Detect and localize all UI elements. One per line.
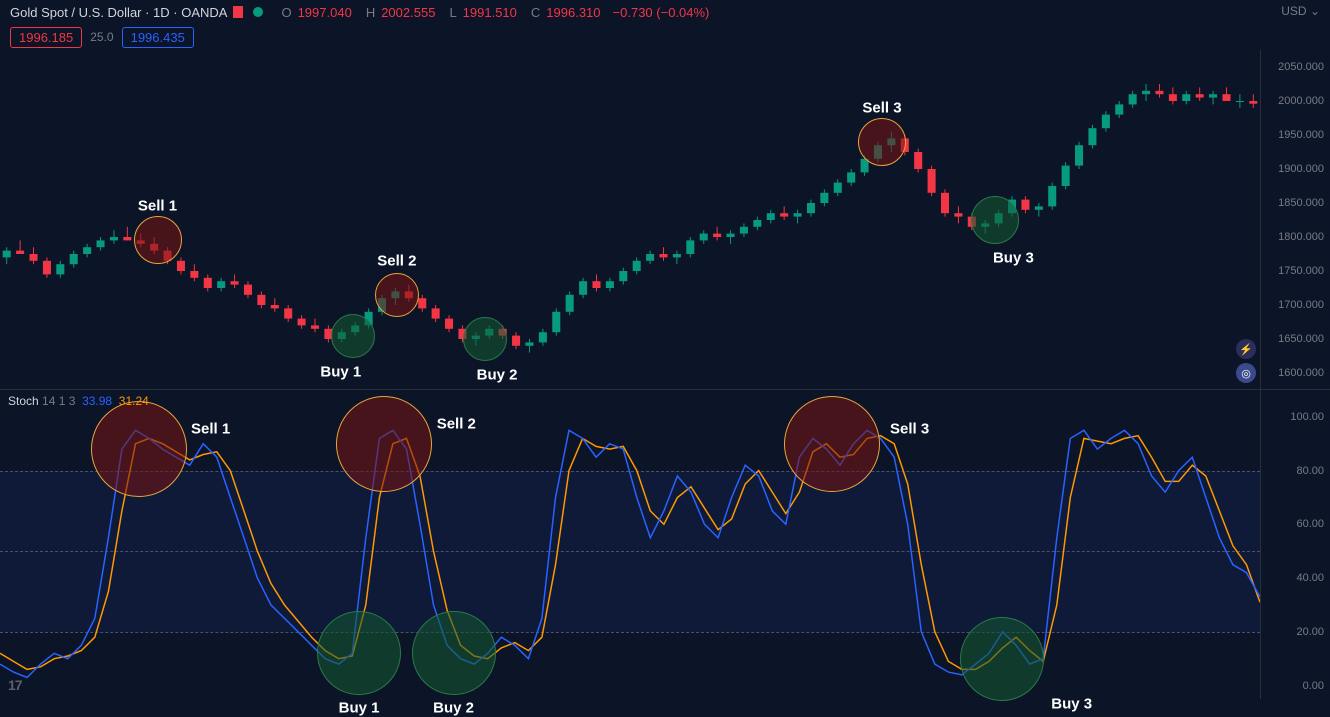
spread-value: 25.0: [90, 30, 113, 44]
price-chart-pane[interactable]: Sell 1Buy 1Sell 2Buy 2Sell 3Buy 3 1600.0…: [0, 50, 1330, 390]
flash-icon[interactable]: ⚡: [1236, 339, 1256, 359]
price-axis-tick: 1600.000: [1278, 367, 1324, 379]
ohlc-c-label: C: [531, 5, 540, 20]
tradingview-logo-icon[interactable]: 17: [8, 677, 22, 693]
stoch-axis-tick: 40.00: [1296, 572, 1324, 584]
ask-badge[interactable]: 1996.435: [122, 27, 194, 48]
symbol-title[interactable]: Gold Spot / U.S. Dollar · 1D · OANDA: [10, 5, 227, 20]
market-status-icon: [253, 7, 263, 17]
price-axis-tick: 1650.000: [1278, 333, 1324, 345]
signal-label: Buy 2: [433, 700, 474, 717]
signal-label: Buy 1: [339, 700, 380, 717]
ohlc-l-val: 1991.510: [463, 5, 517, 20]
stoch-axis-tick: 100.00: [1290, 411, 1324, 423]
price-axis-tick: 1750.000: [1278, 265, 1324, 277]
price-axis-tick: 1850.000: [1278, 197, 1324, 209]
stoch-header: Stoch 14 1 3 33.98 31.24: [8, 394, 149, 408]
price-axis-tick: 1800.000: [1278, 231, 1324, 243]
price-badge-row: 1996.185 25.0 1996.435: [0, 24, 1330, 50]
price-axis-tick: 1900.000: [1278, 163, 1324, 175]
chart-header: Gold Spot / U.S. Dollar · 1D · OANDA O 19…: [0, 0, 1330, 24]
ohlc-l-label: L: [449, 5, 456, 20]
stoch-axis[interactable]: 0.00 20.00 40.00 60.00 80.00 100.00: [1260, 390, 1330, 699]
ohlc-o-val: 1997.040: [298, 5, 352, 20]
ohlc-h-val: 2002.555: [381, 5, 435, 20]
price-axis-tick: 1700.000: [1278, 299, 1324, 311]
stoch-axis-tick: 80.00: [1296, 465, 1324, 477]
ohlc-o-label: O: [281, 5, 291, 20]
chevron-down-icon: ⌄: [1310, 4, 1320, 18]
flag-icon: [233, 6, 243, 18]
ohlc-h-label: H: [366, 5, 375, 20]
stochastic-pane[interactable]: Stoch 14 1 3 33.98 31.24 Sell 1Sell 2Buy…: [0, 390, 1330, 699]
stoch-axis-tick: 20.00: [1296, 626, 1324, 638]
ohlc-c-val: 1996.310: [546, 5, 600, 20]
price-axis-tick: 2050.000: [1278, 61, 1324, 73]
bid-badge[interactable]: 1996.185: [10, 27, 82, 48]
price-axis-tick: 1950.000: [1278, 129, 1324, 141]
stoch-axis-tick: 0.00: [1303, 680, 1324, 692]
price-axis[interactable]: 1600.000 1650.000 1700.000 1750.000 1800.000…: [1260, 50, 1330, 389]
price-axis-tick: 2000.000: [1278, 95, 1324, 107]
stoch-axis-tick: 60.00: [1296, 518, 1324, 530]
target-icon[interactable]: ◎: [1236, 363, 1256, 383]
ohlc-change: −0.730 (−0.04%): [613, 5, 710, 20]
currency-selector[interactable]: USD ⌄: [1281, 4, 1320, 18]
